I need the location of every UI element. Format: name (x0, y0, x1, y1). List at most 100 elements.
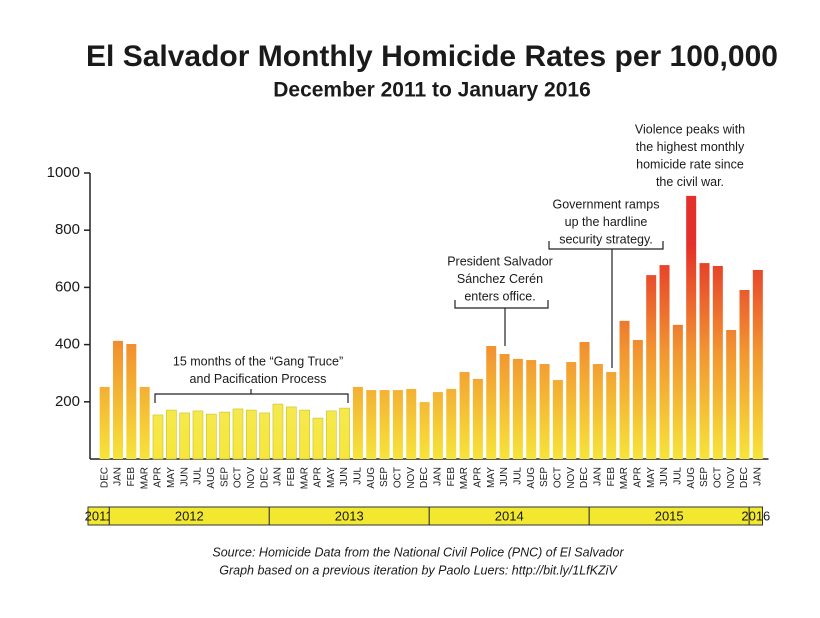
bar (219, 411, 230, 460)
x-tick-label: NOV (406, 467, 417, 489)
x-tick-label: MAR (139, 467, 150, 489)
x-tick-label: DEC (99, 467, 110, 488)
bar (752, 269, 763, 459)
x-tick-label: SEP (539, 467, 550, 487)
annotation: President Salvador (447, 254, 553, 268)
bar (619, 320, 630, 459)
bar (339, 407, 350, 460)
x-tick-label: MAY (486, 467, 497, 488)
year-label: 2013 (335, 508, 364, 523)
x-tick-label: JUN (499, 467, 510, 486)
x-tick-label: MAY (166, 467, 177, 488)
x-tick-label: OCT (712, 467, 723, 488)
x-tick-label: AUG (686, 467, 697, 489)
x-tick-label: JUL (513, 467, 524, 485)
government-bracket (548, 241, 664, 368)
annotation: the highest monthly (636, 140, 745, 154)
x-tick-label: MAR (619, 467, 630, 489)
president-bracket (454, 300, 549, 346)
bar (192, 410, 204, 460)
bar (632, 340, 643, 459)
x-tick-label: APR (473, 467, 484, 488)
x-tick-label: JUL (672, 467, 683, 485)
x-tick-label: JUN (179, 467, 190, 486)
bar (272, 403, 284, 460)
bar (486, 346, 497, 459)
bar (646, 275, 657, 459)
bar (179, 412, 190, 460)
bar (259, 412, 270, 460)
bar (152, 414, 164, 460)
x-tick-label: APR (153, 467, 164, 488)
bar (592, 364, 603, 459)
x-tick-label: FEB (126, 467, 137, 487)
bar (579, 342, 590, 459)
bar (712, 265, 723, 459)
x-tick-label: JAN (113, 467, 124, 486)
bar (606, 372, 617, 459)
annotation: Government ramps (553, 197, 660, 211)
x-tick-label: JAN (433, 467, 444, 486)
bar (672, 324, 683, 459)
truce-bracket (154, 389, 349, 403)
x-tick-label: DEC (419, 467, 430, 488)
y-tick-label: 600 (55, 278, 80, 295)
year-label: 2016 (741, 508, 770, 523)
bar (379, 390, 390, 459)
bar (552, 380, 563, 459)
bar (126, 344, 137, 459)
x-tick-label: AUG (526, 467, 537, 489)
x-tick-label: FEB (286, 467, 297, 487)
year-label: 2015 (655, 508, 684, 523)
bar (99, 386, 110, 459)
annotation: homicide rate since (636, 157, 744, 171)
bar (206, 413, 217, 460)
bar (366, 390, 377, 459)
annotation: Sánchez Cerén (457, 272, 543, 286)
x-tick-label: APR (633, 467, 644, 488)
bar (245, 409, 257, 460)
annotation: enters office. (464, 289, 535, 303)
bar (566, 362, 577, 459)
x-tick-label: FEB (446, 467, 457, 487)
chart-title: El Salvador Monthly Homicide Rates per 1… (86, 40, 778, 73)
annotation: Violence peaks with (635, 122, 745, 136)
x-tick-label: MAY (326, 467, 337, 488)
source-note: Graph based on a previous iteration by P… (219, 563, 618, 577)
y-tick-label: 200 (55, 393, 80, 410)
bar (739, 289, 750, 459)
x-tick-label: NOV (726, 467, 737, 489)
bar (512, 358, 523, 459)
bar (432, 392, 443, 459)
bar (726, 330, 737, 459)
annotation: the civil war. (656, 175, 724, 189)
bar (112, 340, 123, 459)
bar (459, 372, 470, 459)
x-tick-label: FEB (606, 467, 617, 487)
bar (406, 388, 417, 459)
x-tick-label: JAN (593, 467, 604, 486)
y-tick-label: 800 (55, 221, 80, 238)
x-tick-label: SEP (219, 467, 230, 487)
x-tick-label: SEP (379, 467, 390, 487)
bar (325, 410, 337, 460)
annotation: security strategy. (559, 232, 653, 246)
bar (526, 360, 537, 459)
annotation: and Pacification Process (190, 372, 327, 386)
x-tick-label: SEP (699, 467, 710, 487)
x-tick-label: NOV (246, 467, 257, 489)
bar (699, 263, 710, 459)
bar (285, 406, 297, 460)
x-tick-label: DEC (259, 467, 270, 488)
x-tick-label: JUL (353, 467, 364, 485)
annotation: 15 months of the “Gang Truce” (173, 354, 343, 368)
x-tick-label: NOV (566, 467, 577, 489)
year-label: 2011 (85, 508, 113, 523)
x-tick-label: JAN (752, 467, 763, 486)
x-tick-label: APR (313, 467, 324, 488)
year-label: 2014 (495, 508, 524, 523)
y-tick-label: 400 (55, 336, 80, 353)
x-tick-label: MAR (299, 467, 310, 489)
x-tick-label: JUN (659, 467, 670, 486)
bar (419, 402, 430, 459)
